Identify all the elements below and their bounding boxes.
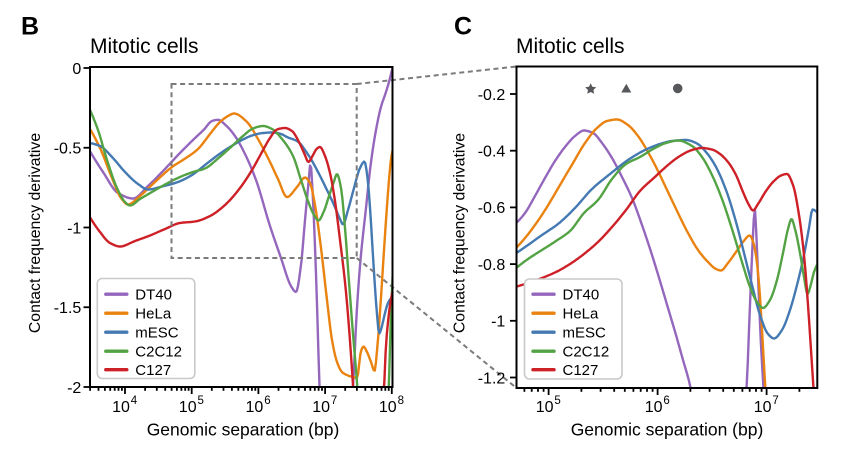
svg-text:-1.5: -1.5 bbox=[54, 300, 82, 317]
svg-text:6: 6 bbox=[264, 395, 270, 407]
svg-text:Genomic separation (bp): Genomic separation (bp) bbox=[147, 420, 340, 440]
svg-text:C2C12: C2C12 bbox=[135, 343, 182, 360]
svg-text:mESC: mESC bbox=[135, 324, 179, 341]
svg-text:4: 4 bbox=[131, 395, 138, 407]
svg-text:-0.6: -0.6 bbox=[478, 200, 506, 217]
svg-text:10: 10 bbox=[312, 399, 330, 416]
svg-text:-0.8: -0.8 bbox=[478, 257, 506, 274]
svg-text:Mitotic cells: Mitotic cells bbox=[516, 35, 625, 58]
svg-text:Contact frequency derivative: Contact frequency derivative bbox=[452, 133, 469, 333]
svg-text:0: 0 bbox=[72, 61, 81, 78]
svg-text:10: 10 bbox=[379, 399, 397, 416]
svg-text:7: 7 bbox=[772, 395, 778, 407]
svg-text:DT40: DT40 bbox=[135, 286, 172, 303]
svg-text:-1.2: -1.2 bbox=[478, 370, 506, 387]
svg-text:10: 10 bbox=[246, 399, 264, 416]
svg-text:B: B bbox=[21, 13, 39, 41]
svg-text:Genomic separation (bp): Genomic separation (bp) bbox=[571, 420, 764, 440]
svg-text:-2: -2 bbox=[67, 380, 81, 397]
svg-text:10: 10 bbox=[179, 399, 197, 416]
svg-text:10: 10 bbox=[645, 399, 663, 416]
svg-text:C2C12: C2C12 bbox=[563, 343, 610, 360]
svg-text:Mitotic cells: Mitotic cells bbox=[90, 35, 199, 58]
svg-text:C127: C127 bbox=[135, 362, 171, 379]
svg-text:10: 10 bbox=[112, 399, 130, 416]
svg-text:7: 7 bbox=[331, 395, 337, 407]
svg-text:-0.5: -0.5 bbox=[54, 141, 82, 158]
svg-text:Contact frequency derivative: Contact frequency derivative bbox=[27, 133, 44, 333]
svg-text:10: 10 bbox=[536, 399, 554, 416]
svg-text:8: 8 bbox=[398, 395, 404, 407]
svg-text:5: 5 bbox=[197, 395, 203, 407]
svg-text:-0.2: -0.2 bbox=[478, 87, 506, 104]
svg-text:DT40: DT40 bbox=[563, 286, 600, 303]
svg-text:10: 10 bbox=[754, 399, 772, 416]
svg-text:5: 5 bbox=[554, 395, 560, 407]
svg-text:C127: C127 bbox=[563, 362, 599, 379]
svg-text:-1: -1 bbox=[491, 314, 505, 331]
svg-text:-1: -1 bbox=[67, 220, 81, 237]
svg-text:HeLa: HeLa bbox=[563, 305, 600, 322]
svg-text:6: 6 bbox=[663, 395, 669, 407]
svg-text:mESC: mESC bbox=[563, 324, 607, 341]
svg-text:-0.4: -0.4 bbox=[478, 144, 506, 161]
svg-text:C: C bbox=[454, 13, 472, 41]
svg-text:HeLa: HeLa bbox=[135, 305, 172, 322]
